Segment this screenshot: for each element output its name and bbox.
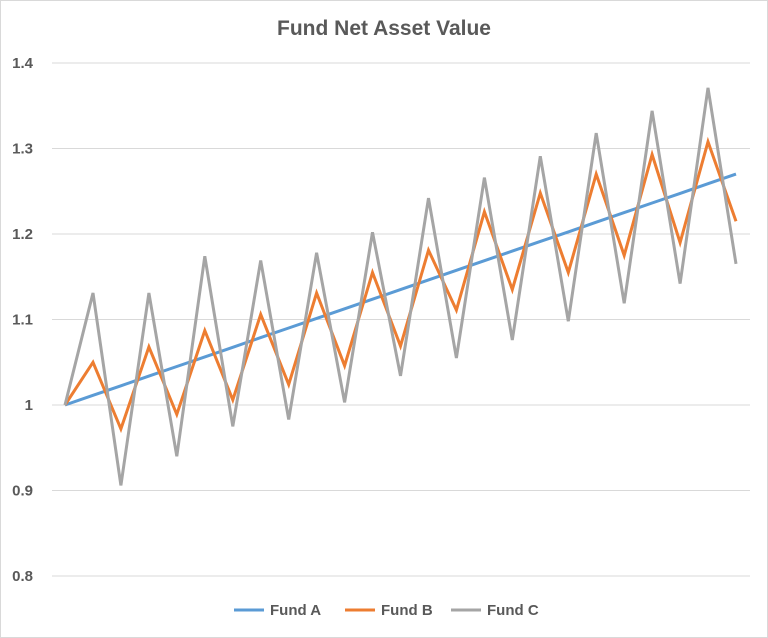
legend-label-fund-c: Fund C [487, 602, 539, 619]
series-line-fund-a [64, 172, 737, 407]
y-tick-label: 1 [25, 397, 33, 414]
series-line-fund-c [63, 87, 738, 486]
y-tick-label: 1.2 [12, 226, 33, 243]
grid-lines [52, 62, 750, 577]
y-tick-label: 0.9 [12, 483, 33, 500]
y-axis-ticks: 0.8 0.9 1 1.1 1.2 1.3 1.4 [12, 55, 34, 585]
legend: Fund A Fund B Fund C [234, 602, 539, 619]
y-tick-label: 0.8 [12, 568, 33, 585]
y-tick-label: 1.3 [12, 141, 33, 158]
series-line-fund-b [63, 136, 738, 434]
y-tick-label: 1.1 [12, 312, 33, 329]
chart-title: Fund Net Asset Value [277, 17, 491, 40]
legend-label-fund-a: Fund A [270, 602, 321, 619]
series-lines [63, 87, 738, 486]
y-tick-label: 1.4 [12, 55, 34, 72]
legend-label-fund-b: Fund B [381, 602, 433, 619]
